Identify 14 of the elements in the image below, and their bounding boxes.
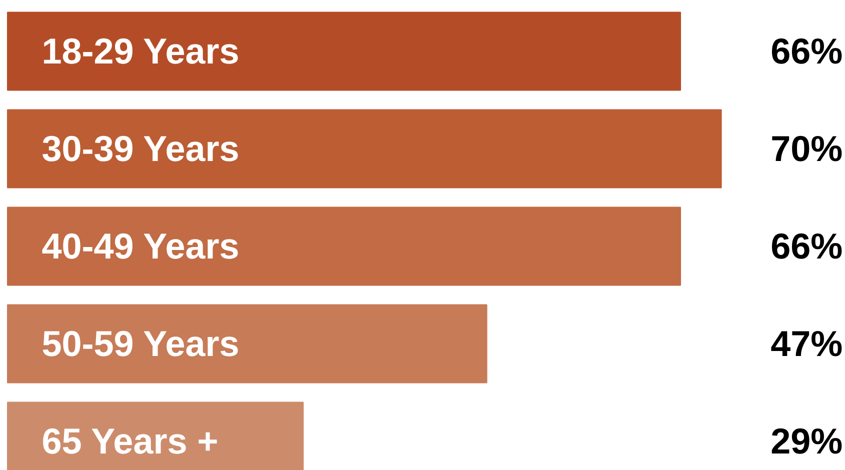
bar <box>6 304 488 384</box>
y-tick-label: 65 Years + <box>42 420 218 462</box>
y-tick-label: 50-59 Years <box>42 323 240 364</box>
data-label: 70% <box>770 128 843 170</box>
y-tick-label: 18-29 Years <box>42 30 240 72</box>
data-label: 29% <box>770 420 843 462</box>
y-tick-label: 40-49 Years <box>42 226 240 267</box>
data-label: 66% <box>770 226 843 267</box>
bar <box>6 109 722 188</box>
data-label: 47% <box>770 323 843 364</box>
y-tick-label: 30-39 Years <box>42 128 240 170</box>
bar <box>6 206 682 286</box>
bar <box>6 12 682 91</box>
data-label: 66% <box>770 30 843 72</box>
